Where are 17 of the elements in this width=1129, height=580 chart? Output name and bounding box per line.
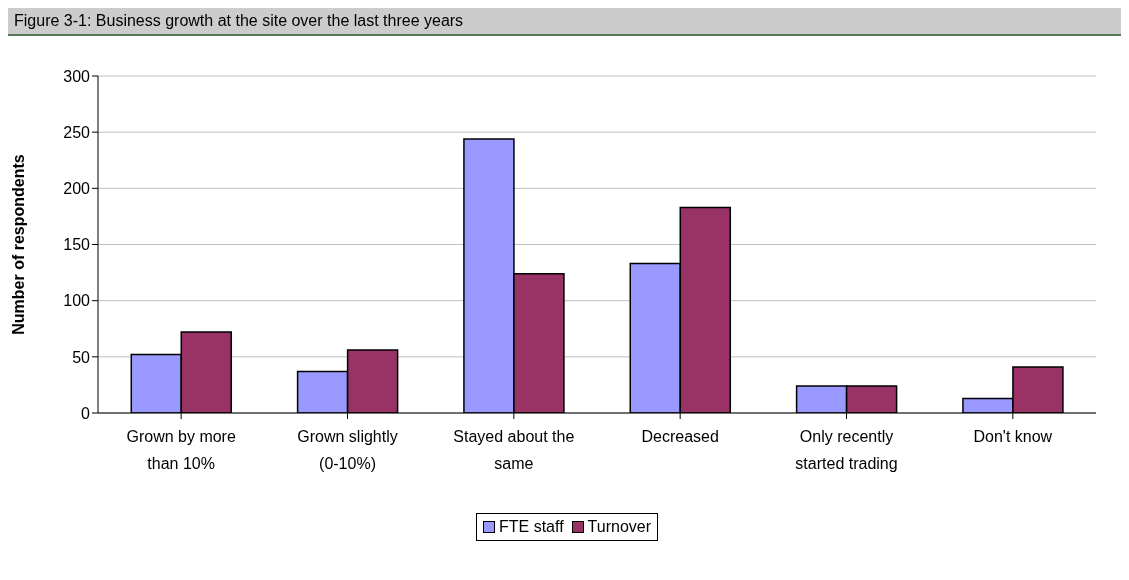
x-tick-label: Only recently started trading: [795, 428, 898, 473]
x-tick-label: Stayed about the same: [453, 428, 575, 473]
y-tick-label: 100: [63, 292, 91, 310]
legend-label: Turnover: [586, 518, 652, 536]
y-tick-label: 200: [63, 180, 91, 198]
y-tick-label: 50: [72, 348, 91, 366]
x-tick-label: Grown slightly (0-10%): [297, 428, 398, 473]
y-tick-label: 250: [63, 123, 91, 141]
y-tick-label: 150: [63, 236, 91, 254]
x-tick-label: Don't know: [973, 428, 1053, 446]
y-axis-title: Number of respondents: [9, 154, 27, 335]
legend-label: FTE staff: [497, 518, 564, 536]
chart-title: Figure 3-1: Business growth at the site over the last three years: [8, 8, 1121, 36]
x-tick-label: Decreased: [641, 428, 719, 446]
y-tick-label: 300: [63, 67, 91, 85]
y-tick-label: 0: [81, 404, 91, 422]
x-tick-label: Grown by more than 10%: [126, 428, 236, 473]
